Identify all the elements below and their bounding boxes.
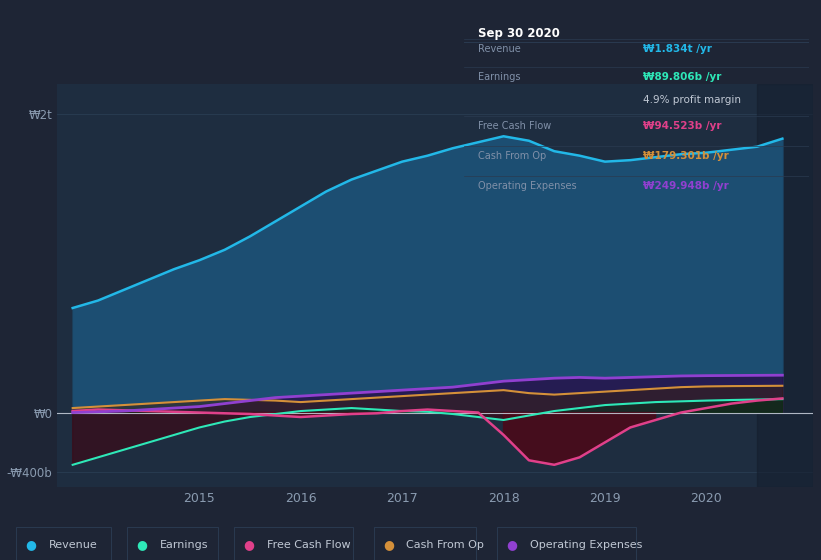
Text: ₩1.834t /yr: ₩1.834t /yr (643, 44, 712, 54)
Text: Revenue: Revenue (49, 540, 98, 550)
Text: ●: ● (136, 538, 148, 552)
Text: Operating Expenses: Operating Expenses (478, 181, 576, 191)
Text: ₩94.523b /yr: ₩94.523b /yr (643, 122, 722, 131)
Text: ●: ● (243, 538, 255, 552)
Text: ₩179.301b /yr: ₩179.301b /yr (643, 151, 729, 161)
Text: ●: ● (25, 538, 37, 552)
Text: ₩89.806b /yr: ₩89.806b /yr (643, 72, 722, 82)
Text: 4.9% profit margin: 4.9% profit margin (643, 95, 741, 105)
Text: Free Cash Flow: Free Cash Flow (267, 540, 351, 550)
Text: Earnings: Earnings (478, 72, 521, 82)
Text: Sep 30 2020: Sep 30 2020 (478, 27, 560, 40)
Text: Operating Expenses: Operating Expenses (530, 540, 642, 550)
Text: Revenue: Revenue (478, 44, 521, 54)
Text: Earnings: Earnings (160, 540, 209, 550)
Text: ●: ● (383, 538, 394, 552)
Text: Free Cash Flow: Free Cash Flow (478, 122, 551, 131)
Text: ₩249.948b /yr: ₩249.948b /yr (643, 181, 729, 191)
Text: Cash From Op: Cash From Op (406, 540, 484, 550)
Text: ●: ● (506, 538, 517, 552)
Bar (757, 84, 813, 487)
Text: Cash From Op: Cash From Op (478, 151, 546, 161)
